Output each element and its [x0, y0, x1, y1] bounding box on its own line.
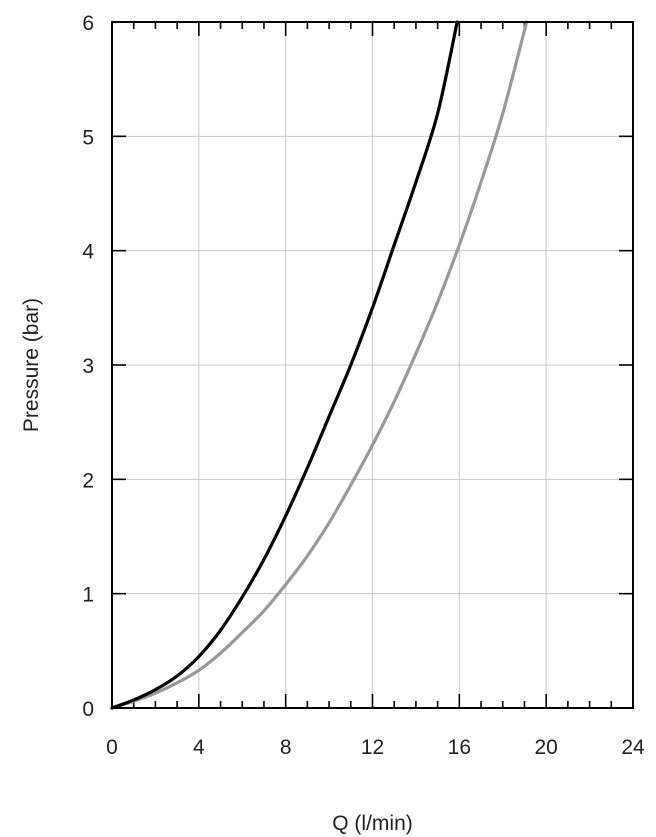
y-tick-label: 2 — [82, 469, 94, 492]
x-tick-label: 4 — [193, 736, 205, 759]
series-group — [110, 20, 529, 710]
series-line-1 — [110, 20, 459, 710]
y-tick-labels: 0 1 2 3 4 5 6 — [82, 12, 94, 721]
y-tick-label: 4 — [82, 241, 94, 264]
x-tick-label: 24 — [621, 736, 645, 759]
plot-frame — [111, 21, 634, 709]
series-line-2 — [110, 20, 529, 710]
x-axis-label: Q (l/min) — [332, 812, 413, 835]
y-tick-label: 1 — [82, 584, 94, 607]
x-tick-labels: 0 4 8 12 16 20 24 — [106, 736, 645, 759]
grid — [112, 22, 633, 708]
x-tick-label: 8 — [280, 736, 292, 759]
y-axis-label: Pressure (bar) — [20, 298, 43, 432]
x-tick-label: 16 — [448, 736, 471, 759]
y-tick-label: 0 — [82, 698, 94, 721]
x-tick-label: 20 — [534, 736, 557, 759]
x-tick-label: 12 — [361, 736, 384, 759]
y-tick-label: 5 — [82, 126, 94, 149]
x-tick-label: 0 — [106, 736, 118, 759]
y-tick-label: 3 — [82, 355, 94, 378]
y-tick-label: 6 — [82, 12, 94, 35]
